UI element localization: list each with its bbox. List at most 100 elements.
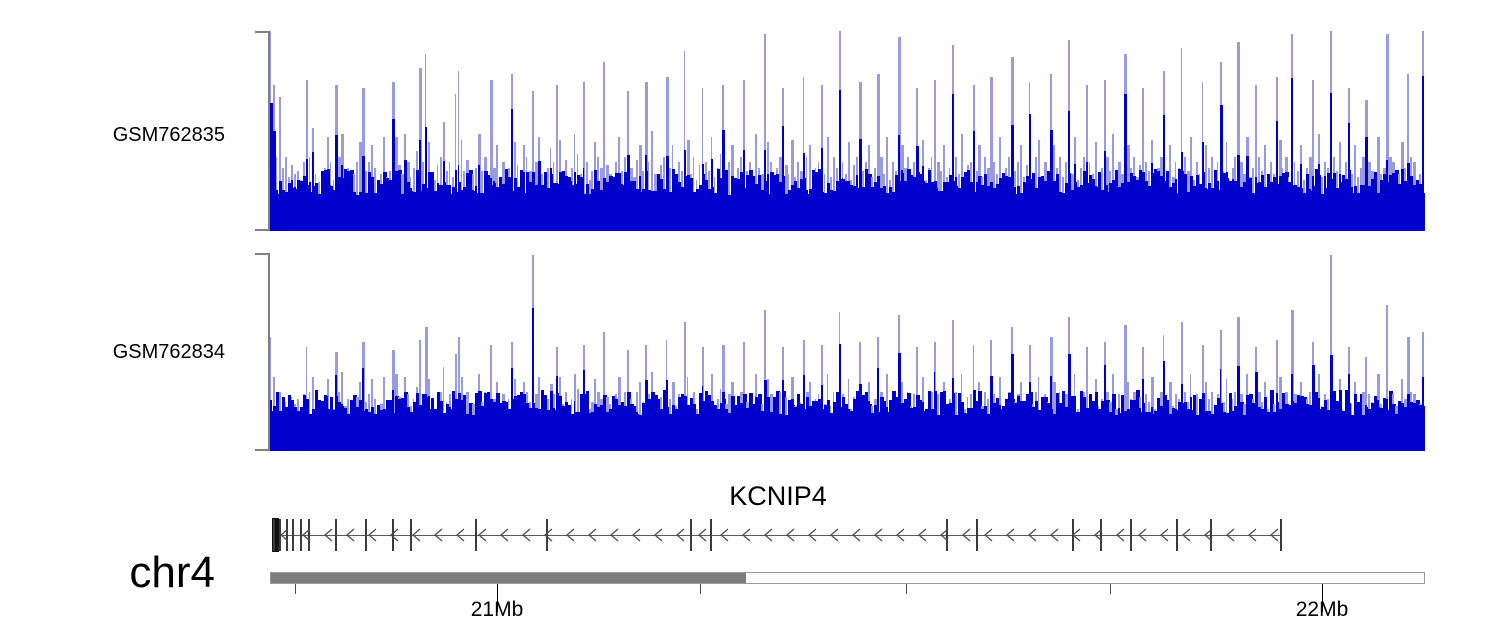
coverage-baseline-bar [782,175,786,231]
gene-exon[interactable] [410,519,412,551]
gene-exon[interactable] [292,519,294,551]
gene-exon[interactable] [1210,519,1212,551]
coverage-baseline-bar [454,191,459,231]
gene-exon[interactable] [273,519,275,551]
coverage-baseline-bar [543,171,548,231]
coverage-plot-gsm762834[interactable] [270,253,1425,451]
coverage-baseline-bar [1398,400,1402,451]
coverage-baseline-bar [1368,185,1373,231]
coverage-baseline-bar [272,177,277,231]
coverage-baseline-bar [594,403,599,451]
coverage-baseline-bar [1276,184,1280,231]
coverage-bar [886,136,888,231]
ruler-label: 21Mb [470,598,524,621]
coverage-baseline-bar [1374,172,1378,231]
coverage-bar [418,140,421,231]
gene-strand-arrow-icon [698,527,708,543]
chromosome-ideogram[interactable] [270,572,1425,584]
coverage-baseline-bar [1198,399,1203,451]
gene-exon[interactable] [475,519,477,551]
coverage-baseline-bar [424,397,429,451]
ruler-label: 22Mb [1295,598,1349,621]
coverage-plot-gsm762835[interactable] [270,31,1425,231]
coverage-baseline-bar [329,186,334,231]
coverage-baseline-bar [844,404,849,451]
coverage-baseline-bar [689,397,694,451]
coverage-baseline-bar [1091,178,1096,231]
coverage-baseline-bar [1344,179,1349,231]
coverage-baseline-bar [1377,406,1381,451]
coverage-baseline-bar [329,397,334,451]
gene-exon[interactable] [279,519,281,551]
coverage-baseline-bar [933,390,938,451]
coverage-baseline-bar [1148,411,1152,451]
coverage-baseline-bar [993,187,997,231]
coverage-baseline-bar [1213,170,1218,231]
coverage-baseline-bar [1252,193,1256,231]
gene-exon[interactable] [976,519,978,551]
coverage-baseline-bar [826,182,831,231]
coverage-baseline-bar [1255,182,1259,231]
coverage-baseline-bar [1243,414,1247,451]
gene-exon[interactable] [286,519,288,551]
coverage-baseline-bar [1183,402,1188,451]
coverage-baseline-bar [1174,193,1179,231]
coverage-baseline-bar [317,193,322,231]
coverage-baseline-bar [362,411,366,451]
gene-exon[interactable] [946,519,948,551]
coverage-baseline-bar [534,408,539,451]
coverage-baseline-bar [1395,170,1399,231]
coverage-baseline-bar [436,392,441,451]
gene-exon[interactable] [1100,519,1102,551]
coverage-baseline-bar [398,398,402,451]
coverage-baseline-bar [627,194,631,231]
coverage-baseline-bar [1264,187,1268,231]
gene-exon[interactable] [710,519,712,551]
gene-exon[interactable] [1176,519,1178,551]
coverage-baseline-bar [1258,181,1262,231]
coverage-baseline-bar [1338,390,1343,451]
gene-exon[interactable] [392,519,394,551]
gene-exon[interactable] [272,518,279,552]
gene-exon[interactable] [365,519,367,551]
coverage-baseline-bar [1365,194,1370,231]
gene-model-kcnip4[interactable] [270,512,1425,558]
coverage-baseline-bar [400,397,405,451]
gene-label-kcnip4[interactable]: KCNIP4 [729,481,827,511]
coverage-baseline-bar [912,177,917,231]
coverage-baseline-bar [371,407,375,451]
coverage-bar [1237,42,1240,231]
gene-strand-arrow-icon [764,527,774,543]
coverage-baseline-bar [1237,396,1242,451]
coverage-baseline-bar [1356,192,1361,231]
coverage-baseline-bar [1338,182,1343,231]
gene-exon[interactable] [1280,519,1282,551]
coverage-baseline-bar [731,192,735,231]
gene-strand-arrow-icon [1226,527,1236,543]
gene-exon[interactable] [300,519,302,551]
gene-exon[interactable] [690,519,692,551]
coverage-baseline-bar [1052,180,1057,231]
coverage-baseline-bar [1040,175,1045,231]
coverage-baseline-bar [966,169,971,231]
coverage-bar [838,90,841,231]
coverage-baseline-bar [886,412,890,451]
coverage-baseline-bar [278,181,283,231]
coverage-baseline-bar [424,188,429,231]
coverage-baseline-bar [356,407,360,451]
coverage-baseline-bar [540,389,545,451]
coverage-baseline-bar [651,191,655,231]
coverage-bar [362,368,365,451]
gene-exon[interactable] [335,519,337,551]
gene-exon[interactable] [546,519,548,551]
coverage-baseline-bar [692,191,697,231]
coverage-baseline-bar [951,393,956,451]
coverage-baseline-bar [520,391,524,451]
coverage-baseline-bar [332,410,337,451]
gene-exon[interactable] [308,519,310,551]
gene-exon[interactable] [1130,519,1132,551]
coverage-baseline-bar [1005,399,1009,451]
coverage-baseline-bar [1020,193,1024,231]
coverage-bar [1204,145,1208,231]
coverage-bar [1386,33,1389,231]
